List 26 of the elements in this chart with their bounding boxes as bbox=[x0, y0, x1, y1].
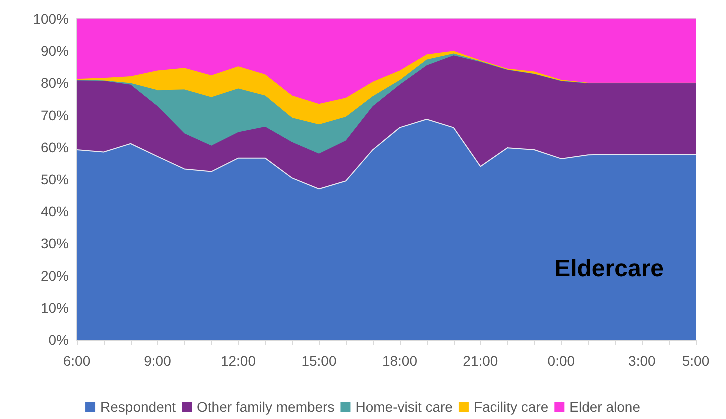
legend-label: Elder alone bbox=[570, 399, 641, 415]
y-tick-label: 70% bbox=[40, 107, 69, 124]
y-tick-label: 20% bbox=[40, 268, 69, 284]
y-tick-label: 30% bbox=[40, 236, 69, 252]
x-tick-label: 15:00 bbox=[302, 353, 337, 369]
x-tick-label: 18:00 bbox=[382, 353, 418, 369]
y-tick-label: 10% bbox=[40, 300, 69, 316]
legend-label: Respondent bbox=[100, 399, 176, 415]
x-tick-label: 0:00 bbox=[548, 353, 576, 369]
x-tick-label: 12:00 bbox=[220, 353, 256, 369]
y-tick-label: 0% bbox=[48, 332, 69, 348]
x-tick-label: 21:00 bbox=[463, 353, 498, 369]
y-tick-label: 60% bbox=[40, 139, 69, 156]
x-tick-label: 9:00 bbox=[144, 353, 172, 369]
legend-label: Facility care bbox=[474, 399, 549, 415]
legend-label: Home-visit care bbox=[356, 399, 454, 415]
y-tick-label: 100% bbox=[33, 11, 69, 27]
x-tick-label: 6:00 bbox=[63, 353, 91, 369]
y-tick-label: 90% bbox=[40, 43, 69, 60]
y-tick-label: 40% bbox=[40, 204, 69, 220]
x-tick-label: 3:00 bbox=[628, 353, 656, 369]
y-tick-label: 80% bbox=[40, 75, 69, 92]
annotation: Eldercare bbox=[554, 256, 664, 282]
x-tick-label: 5:00 bbox=[682, 353, 710, 369]
y-tick-label: 50% bbox=[40, 172, 69, 188]
legend-label: Other family members bbox=[197, 399, 335, 415]
